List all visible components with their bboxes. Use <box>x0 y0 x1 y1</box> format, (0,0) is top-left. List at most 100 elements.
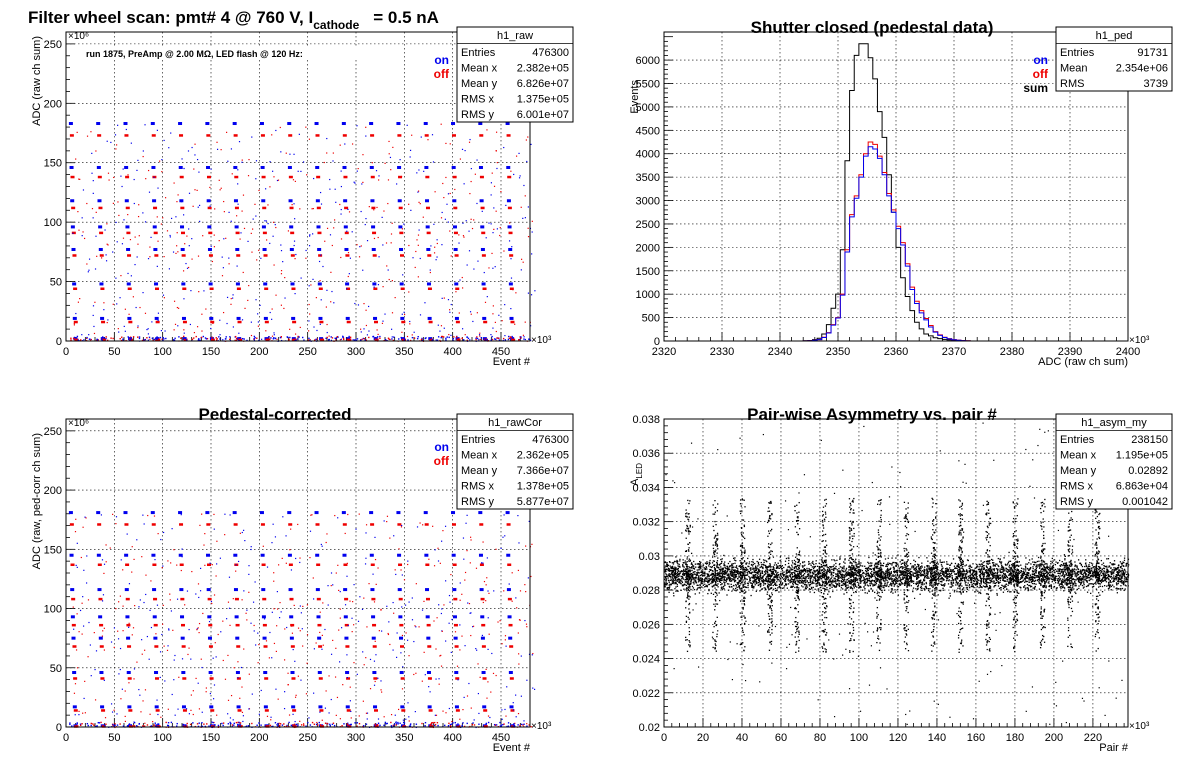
transition-point <box>383 210 385 212</box>
transition-point <box>353 624 355 626</box>
baseline-point <box>341 725 343 727</box>
data-point <box>1022 572 1024 575</box>
transition-point <box>391 280 393 282</box>
transition-point <box>519 619 521 621</box>
data-point <box>897 585 900 588</box>
transition-point <box>159 651 162 653</box>
data-point <box>719 571 721 573</box>
transition-point <box>273 264 275 266</box>
data-point <box>878 578 880 581</box>
transition-point <box>141 653 143 655</box>
data-point <box>1100 559 1103 562</box>
off-marker <box>125 206 130 210</box>
transition-point <box>436 242 438 245</box>
data-point <box>760 576 762 579</box>
transition-point <box>473 219 475 221</box>
transition-point <box>443 327 445 329</box>
baseline-point <box>138 337 141 340</box>
data-point <box>786 568 788 571</box>
data-point <box>1051 581 1053 583</box>
data-point <box>948 567 951 569</box>
transition-point <box>315 642 317 644</box>
y-tick-label: 3000 <box>636 196 660 208</box>
transition-point <box>333 302 335 304</box>
off-marker <box>127 677 132 680</box>
on-marker <box>315 553 320 557</box>
transition-point <box>196 326 199 328</box>
transition-point <box>88 334 90 336</box>
transition-point <box>498 314 500 316</box>
transition-point <box>216 141 218 143</box>
off-marker <box>263 645 268 648</box>
transition-point <box>221 275 224 277</box>
on-marker <box>208 671 213 675</box>
transition-point <box>373 660 376 662</box>
on-marker <box>425 588 430 592</box>
transition-point <box>308 330 310 332</box>
transition-point <box>333 227 335 229</box>
transition-point <box>488 633 490 635</box>
off-marker <box>480 206 485 210</box>
x-tick-label: 200 <box>1045 732 1063 744</box>
transition-point <box>325 690 327 692</box>
transition-point <box>143 523 145 525</box>
data-point <box>831 576 833 578</box>
transition-point <box>309 338 311 341</box>
off-marker <box>71 623 76 627</box>
transition-point <box>499 226 501 229</box>
baseline-point <box>466 722 468 725</box>
data-point <box>682 562 685 564</box>
on-marker <box>370 199 375 203</box>
baseline-point <box>508 335 510 338</box>
baseline-point <box>196 723 199 725</box>
transition-point <box>190 658 192 660</box>
data-point <box>843 580 845 583</box>
data-point <box>765 572 767 574</box>
transition-point <box>130 338 132 341</box>
on-marker <box>400 316 405 320</box>
transition-point <box>258 189 260 192</box>
transition-point <box>470 218 472 220</box>
on-marker <box>426 282 431 286</box>
transition-point <box>257 662 259 664</box>
transition-point <box>515 597 517 599</box>
transition-point <box>470 167 472 170</box>
on-marker <box>318 316 323 320</box>
data-point <box>1048 582 1050 584</box>
transition-point <box>216 563 218 565</box>
baseline-point <box>502 723 504 726</box>
data-point <box>899 577 902 579</box>
transition-point <box>281 557 283 559</box>
off-marker <box>73 677 78 680</box>
transition-point <box>268 657 270 659</box>
transition-point <box>316 329 318 332</box>
transition-point <box>459 649 461 651</box>
baseline-point <box>430 722 433 725</box>
transition-point <box>363 597 365 599</box>
on-marker <box>426 636 431 640</box>
transition-point <box>103 572 105 575</box>
data-point <box>923 578 925 580</box>
transition-point <box>132 627 135 629</box>
data-point <box>758 584 760 586</box>
transition-point <box>91 172 93 174</box>
off-marker <box>69 134 74 137</box>
transition-point <box>306 174 308 176</box>
data-point <box>1004 573 1006 575</box>
data-point <box>766 567 768 569</box>
off-marker <box>371 206 376 210</box>
transition-point <box>177 194 179 196</box>
data-point <box>721 574 724 576</box>
transition-point <box>164 680 166 682</box>
transition-point <box>80 556 82 559</box>
data-point <box>758 571 761 573</box>
transition-point <box>200 567 202 570</box>
data-point <box>980 577 982 580</box>
data-point <box>915 588 917 590</box>
data-point <box>793 571 795 574</box>
transition-point <box>209 692 211 695</box>
data-point <box>692 564 694 567</box>
data-point <box>940 564 943 566</box>
data-point <box>992 573 994 575</box>
transition-point <box>271 611 273 613</box>
